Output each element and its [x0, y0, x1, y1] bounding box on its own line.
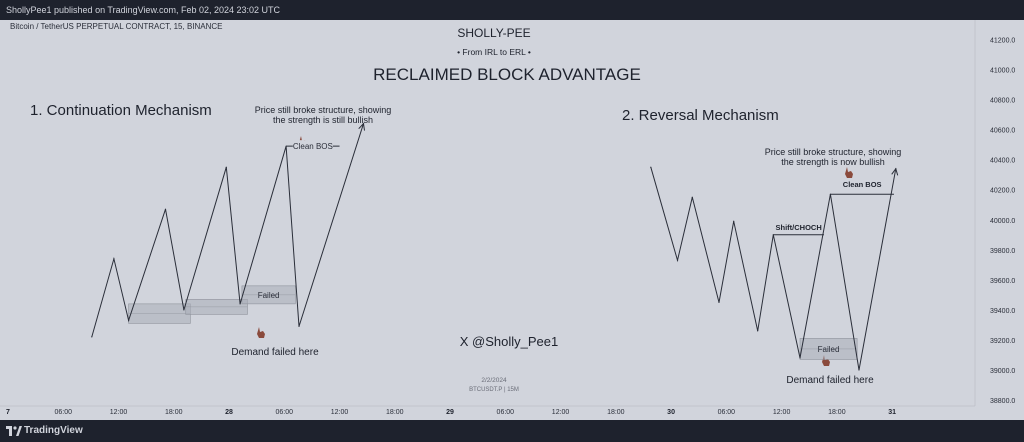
y-tick-label: 40400.0: [990, 158, 1015, 165]
x-tick-label: 12:00: [110, 409, 128, 416]
price-point: [285, 145, 287, 147]
y-tick-label: 40200.0: [990, 188, 1015, 195]
x-tick-label: 06:00: [718, 409, 736, 416]
hand-shape: [845, 167, 853, 178]
arrow-head: [891, 167, 899, 176]
x-tick-label: 06:00: [276, 409, 294, 416]
symbol-title[interactable]: Bitcoin / TetherUS PERPETUAL CONTRACT, 1…: [10, 22, 223, 31]
chart-canvas[interactable]: SHOLLY-PEE • From IRL to ERL • RECLAIMED B…: [0, 20, 1024, 420]
hand-shape: [257, 327, 265, 338]
watermark-date: 2/2/2024: [481, 377, 507, 384]
y-tick-label: 40600.0: [990, 128, 1015, 135]
x-tick-label: 29: [446, 409, 454, 416]
price-path[interactable]: [650, 167, 897, 371]
y-tick-label: 40800.0: [990, 98, 1015, 105]
price-point: [239, 303, 241, 305]
pointing-hand-icon: [845, 167, 853, 178]
main-title: RECLAIMED BLOCK ADVANTAGE: [373, 65, 641, 84]
chart-area[interactable]: Bitcoin / TetherUS PERPETUAL CONTRACT, 1…: [0, 20, 1024, 420]
x-tick-label: 7: [6, 409, 10, 416]
y-tick-label: 41000.0: [990, 68, 1015, 75]
x-tick-label: 12:00: [552, 409, 570, 416]
pointing-hand-icon: [257, 327, 265, 338]
publish-bar: ShollyPee1 published on TradingView.com,…: [0, 0, 1024, 20]
panel-note: Price still broke structure, showing: [765, 147, 902, 157]
social-handle: X @Sholly_Pee1: [460, 334, 558, 349]
price-point: [113, 258, 115, 260]
arrow-head: [358, 122, 365, 131]
brand-tagline: • From IRL to ERL •: [457, 47, 531, 57]
price-point: [91, 336, 93, 338]
panel-note: Price still broke structure, showing: [255, 105, 392, 115]
x-tick-label: 31: [888, 409, 896, 416]
price-point: [733, 220, 735, 222]
price-point: [757, 330, 759, 332]
brand-name: SHOLLY-PEE: [457, 26, 530, 40]
y-tick-label: 39400.0: [990, 308, 1015, 315]
x-tick-label: 18:00: [607, 409, 625, 416]
panel-note: the strength is now bullish: [781, 157, 885, 167]
y-tick-label: 39000.0: [990, 368, 1015, 375]
choch-label: Shift/CHOCH: [776, 223, 822, 232]
panel-title: 1. Continuation Mechanism: [30, 102, 212, 119]
failed-label: Failed: [258, 291, 280, 300]
x-tick-label: 06:00: [54, 409, 72, 416]
x-tick-label: 30: [667, 409, 675, 416]
y-tick-label: 40000.0: [990, 218, 1015, 225]
x-tick-label: 12:00: [331, 409, 349, 416]
y-tick-label: 38800.0: [990, 398, 1015, 405]
price-point: [858, 369, 860, 371]
y-tick-label: 39600.0: [990, 278, 1015, 285]
bos-label: Clean BOS: [293, 142, 333, 151]
price-point: [298, 325, 300, 327]
tradingview-logo-icon[interactable]: [6, 424, 22, 438]
price-point: [691, 196, 693, 198]
demand-label: Demand failed here: [786, 375, 874, 386]
watermark-ticker: BTCUSDT.P | 15M: [469, 387, 519, 393]
panel-title: 2. Reversal Mechanism: [622, 107, 779, 124]
price-point: [829, 193, 832, 195]
price-point: [799, 357, 801, 359]
price-point: [225, 166, 227, 168]
price-path[interactable]: [91, 123, 364, 338]
demand-label: Demand failed here: [231, 347, 319, 358]
panel-note: the strength is still bullish: [273, 115, 373, 125]
price-point: [718, 301, 720, 303]
x-tick-label: 28: [225, 409, 233, 416]
bos-label-bg: [292, 140, 333, 152]
y-tick-label: 39800.0: [990, 248, 1015, 255]
y-tick-label: 39200.0: [990, 338, 1015, 345]
price-point: [183, 309, 185, 311]
price-point: [164, 208, 167, 210]
bos-label: Clean BOS: [843, 180, 882, 189]
price-point: [128, 319, 130, 321]
footer-brand[interactable]: TradingView: [24, 425, 83, 436]
x-tick-label: 12:00: [773, 409, 791, 416]
x-tick-label: 18:00: [165, 409, 183, 416]
x-tick-label: 06:00: [497, 409, 515, 416]
y-tick-label: 41200.0: [990, 38, 1015, 45]
x-tick-label: 18:00: [386, 409, 404, 416]
price-point: [676, 259, 679, 261]
bottom-bar: TradingView: [0, 420, 1024, 442]
price-point: [772, 234, 774, 236]
publish-info: ShollyPee1 published on TradingView.com,…: [6, 5, 281, 15]
failed-label: Failed: [818, 345, 840, 354]
price-point: [650, 166, 652, 168]
x-tick-label: 18:00: [828, 409, 846, 416]
